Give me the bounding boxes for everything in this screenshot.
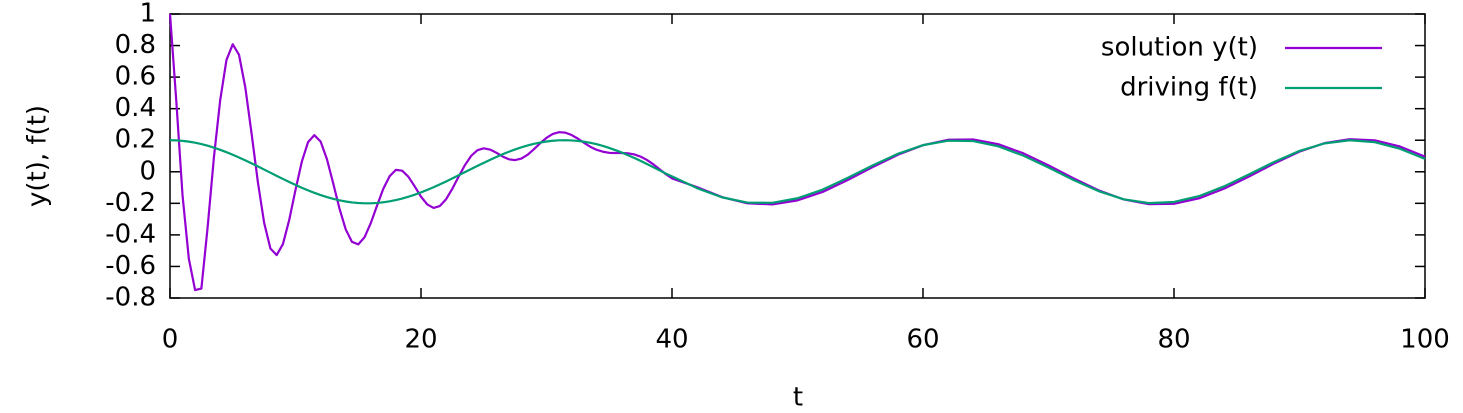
y-tick-label: 1 [139, 0, 156, 29]
y-tick-label: -0.2 [105, 188, 156, 218]
x-axis-label: t [793, 383, 803, 413]
x-tick-label: 80 [1157, 325, 1190, 355]
x-tick-label: 40 [655, 325, 688, 355]
y-tick-label: 0.8 [115, 30, 156, 60]
x-tick-label: 20 [404, 325, 437, 355]
x-tick-label: 0 [162, 325, 179, 355]
y-tick-label: 0.2 [115, 125, 156, 155]
y-tick-label: -0.8 [105, 283, 156, 313]
y-tick-label: -0.4 [105, 219, 156, 249]
y-tick-label: 0 [139, 156, 156, 186]
legend-label: solution y(t) [1101, 33, 1258, 63]
x-tick-label: 100 [1400, 325, 1450, 355]
legend-label: driving f(t) [1120, 73, 1258, 103]
x-tick-label: 60 [906, 325, 939, 355]
line-series [168, 13, 1426, 292]
y-tick-label: 0.6 [115, 62, 156, 92]
y-tick-label: 0.4 [115, 93, 156, 123]
y-tick-label: -0.6 [105, 251, 156, 281]
line-series [169, 139, 1426, 205]
y-axis-label: y(t), f(t) [23, 105, 53, 207]
